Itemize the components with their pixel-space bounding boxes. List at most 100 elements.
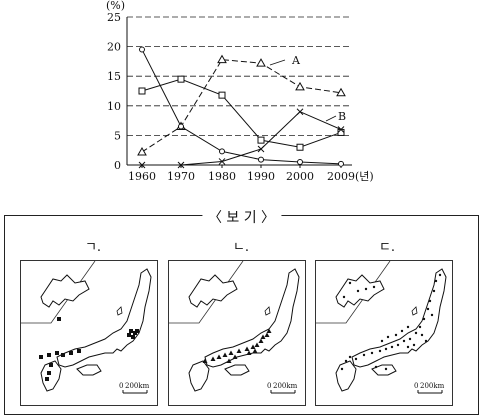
factory-dot <box>396 343 400 347</box>
kyushu-outline <box>40 360 62 392</box>
series-line <box>141 49 342 165</box>
data-point <box>338 160 344 167</box>
scale-label: 200km <box>420 382 445 390</box>
data-point <box>297 159 303 166</box>
kyushu-outline <box>188 360 210 392</box>
data-point <box>178 123 184 130</box>
factory-dot <box>406 345 410 349</box>
hokkaido-outline <box>335 274 385 308</box>
factory-dot <box>418 325 422 329</box>
factory-dot <box>402 339 406 343</box>
y-tick-label: 25 <box>107 11 121 24</box>
scale-zero: 0 <box>414 382 418 390</box>
factory-square <box>49 363 53 367</box>
factory-dot <box>348 355 352 359</box>
series-b-label: B <box>338 110 346 123</box>
factory-dot <box>412 343 416 347</box>
factory-dot <box>426 307 430 311</box>
factory-triangle <box>232 354 238 359</box>
island-outline <box>116 306 123 316</box>
factory-dot <box>424 339 428 343</box>
factory-dot <box>430 313 434 317</box>
factory-dot <box>384 347 388 351</box>
island-outline <box>411 306 418 316</box>
factory-dot <box>414 331 418 335</box>
scale-label: 200km <box>125 382 150 390</box>
factory-dot <box>386 335 390 339</box>
factory-dot <box>384 367 388 371</box>
factory-triangle <box>260 334 266 339</box>
data-point <box>218 91 226 99</box>
map-label-1: ㄱ. <box>84 240 102 255</box>
chart-labels: 0 5 10 15 20 25(%) 1960 1970 1980 1990 2000 2009 (년)… <box>106 0 374 183</box>
data-point <box>138 161 146 169</box>
chart-axes <box>126 17 352 168</box>
map-label-2: ㄴ. <box>232 240 250 255</box>
factory-square <box>127 333 131 337</box>
data-point <box>257 145 265 153</box>
y-tick-label: 20 <box>107 41 121 54</box>
honshu-outline <box>351 268 447 368</box>
x-tick-label: 1960 <box>128 170 156 183</box>
factory-triangle <box>246 350 252 355</box>
factory-dot <box>344 359 348 363</box>
japan-map-2: 0 200km <box>168 260 306 406</box>
factory-square <box>77 349 81 353</box>
factory-triangle <box>264 332 270 337</box>
data-point <box>177 75 185 83</box>
data-point <box>218 158 226 165</box>
factory-triangle <box>202 358 208 363</box>
series-circle <box>139 46 344 167</box>
examples-title: 〈 보 기 〉 <box>201 207 282 227</box>
scale-zero: 0 <box>267 382 271 390</box>
factory-dot <box>428 299 432 303</box>
data-point <box>257 136 265 144</box>
data-point <box>217 54 227 64</box>
factory-triangle <box>252 348 258 353</box>
x-tick-label: 1970 <box>167 170 195 183</box>
y-tick-label: 10 <box>107 100 121 113</box>
japan-map-1: 0 200km <box>20 260 158 406</box>
honshu-outline <box>204 268 300 368</box>
y-tick-label: 5 <box>114 129 121 142</box>
shikoku-outline <box>224 364 250 376</box>
series-b-leader <box>325 115 337 122</box>
factory-dot <box>374 365 378 369</box>
kyushu-outline <box>335 360 357 392</box>
hokkaido-outline <box>188 274 238 308</box>
factory-dot <box>438 273 442 277</box>
factory-dot <box>362 353 366 357</box>
factory-dot <box>354 357 358 361</box>
factory-square <box>131 335 135 339</box>
factory-dot <box>422 317 426 321</box>
factory-dot <box>380 339 384 343</box>
data-point <box>137 146 147 156</box>
factory-square <box>57 317 61 321</box>
data-point <box>295 81 305 91</box>
series-line <box>142 111 342 166</box>
factory-dot <box>364 287 368 291</box>
series-a-label: A <box>291 54 301 67</box>
factory-dot <box>394 333 398 337</box>
factory-dot <box>420 333 424 337</box>
scale-zero: 0 <box>119 382 123 390</box>
factory-square <box>135 329 139 333</box>
x-unit-label: (년) <box>355 170 374 183</box>
data-point <box>336 87 346 97</box>
factory-square <box>47 371 51 375</box>
factory-dot <box>434 279 438 283</box>
data-point <box>139 46 145 53</box>
factory-dot <box>406 325 410 329</box>
factory-triangle <box>210 356 216 361</box>
factory-dot <box>408 337 412 341</box>
shikoku-outline <box>76 364 102 376</box>
factory-triangle <box>216 354 222 359</box>
island-outline <box>264 306 271 316</box>
factory-square <box>61 353 65 357</box>
data-point <box>296 143 304 151</box>
factory-triangle <box>244 346 250 351</box>
factory-dot <box>378 349 382 353</box>
factory-square <box>45 377 49 381</box>
factory-triangle <box>266 328 272 333</box>
y-unit-label: (%) <box>106 0 125 12</box>
